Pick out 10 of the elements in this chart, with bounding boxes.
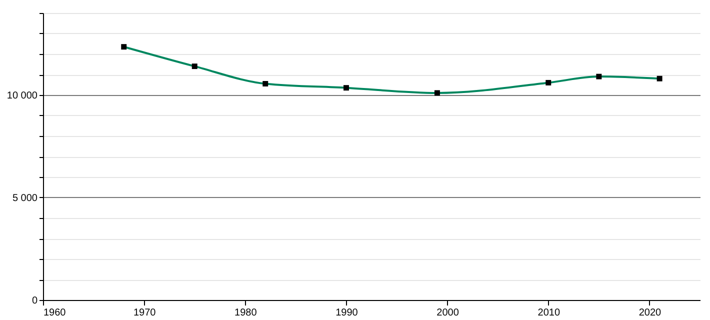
x-tick-label: 2000 bbox=[436, 308, 460, 318]
x-tick-label: 2020 bbox=[638, 308, 662, 318]
x-tick-label: 2010 bbox=[538, 308, 560, 318]
x-tick-label: 1980 bbox=[234, 308, 258, 318]
y-tick-label: 10 000 bbox=[6, 90, 38, 102]
y-tick-label: 0 bbox=[32, 296, 38, 306]
x-tick-label: 1960 bbox=[44, 308, 66, 318]
x-tick-label: 1990 bbox=[336, 308, 358, 318]
y-tick-label: 5 000 bbox=[12, 193, 38, 204]
x-tick-label: 1970 bbox=[133, 308, 156, 318]
